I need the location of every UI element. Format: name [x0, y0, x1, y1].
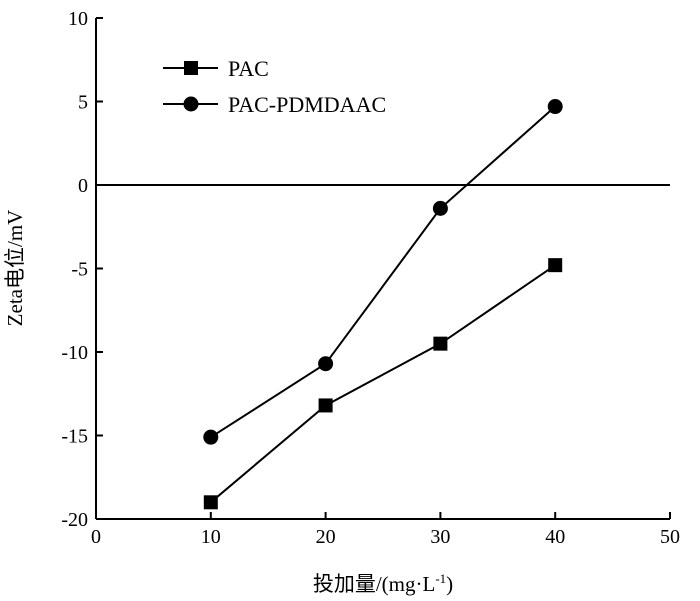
data-point-pac-pdmdaac	[203, 429, 219, 445]
data-point-pac	[548, 258, 563, 273]
data-point-pac	[433, 336, 448, 351]
data-point-pac-pdmdaac	[547, 99, 563, 115]
y-tick-label: 5	[78, 92, 88, 114]
x-axis-title: 投加量/(mg·L-1)	[313, 571, 453, 596]
data-point-pac-pdmdaac	[432, 200, 448, 216]
x-tick-label: 50	[660, 526, 680, 548]
series-line-pac	[210, 264, 556, 504]
y-tick-label: 10	[68, 8, 88, 30]
x-tick-label: 10	[201, 526, 221, 548]
y-tick-label: -10	[61, 342, 88, 364]
y-tick-label: -15	[61, 426, 88, 448]
data-point-pac-pdmdaac	[318, 356, 334, 372]
x-axis-title-close: )	[446, 572, 453, 596]
y-tick-label: -5	[71, 259, 88, 281]
legend-pacpdmdaac-label: PAC-PDMDAAC	[228, 92, 386, 117]
x-tick-label: 20	[316, 526, 336, 548]
y-axis-title: Zeta电位/mV	[3, 210, 27, 327]
legend-pac-marker	[184, 61, 198, 75]
x-tick-label: 30	[430, 526, 450, 548]
y-tick-label: -20	[61, 509, 88, 531]
series-line-pac-pdmdaac	[210, 105, 556, 439]
legend-pacpdmdaac-marker	[183, 96, 199, 112]
x-tick-label: 0	[91, 526, 101, 548]
data-point-pac	[203, 495, 218, 510]
legend: PAC PAC-PDMDAAC	[163, 56, 386, 117]
legend-pac-label: PAC	[228, 56, 269, 81]
series-group	[203, 99, 563, 510]
axis-ticks: 0 10 20 30 40 50 -20 -15 -10 -5 0 5 10	[61, 8, 680, 548]
x-tick-label: 40	[545, 526, 565, 548]
x-axis-title-sup: -1	[435, 571, 446, 586]
x-axis-title-main: 投加量/(mg·L	[313, 572, 435, 596]
y-tick-label: 0	[78, 175, 88, 197]
data-point-pac	[318, 398, 333, 413]
